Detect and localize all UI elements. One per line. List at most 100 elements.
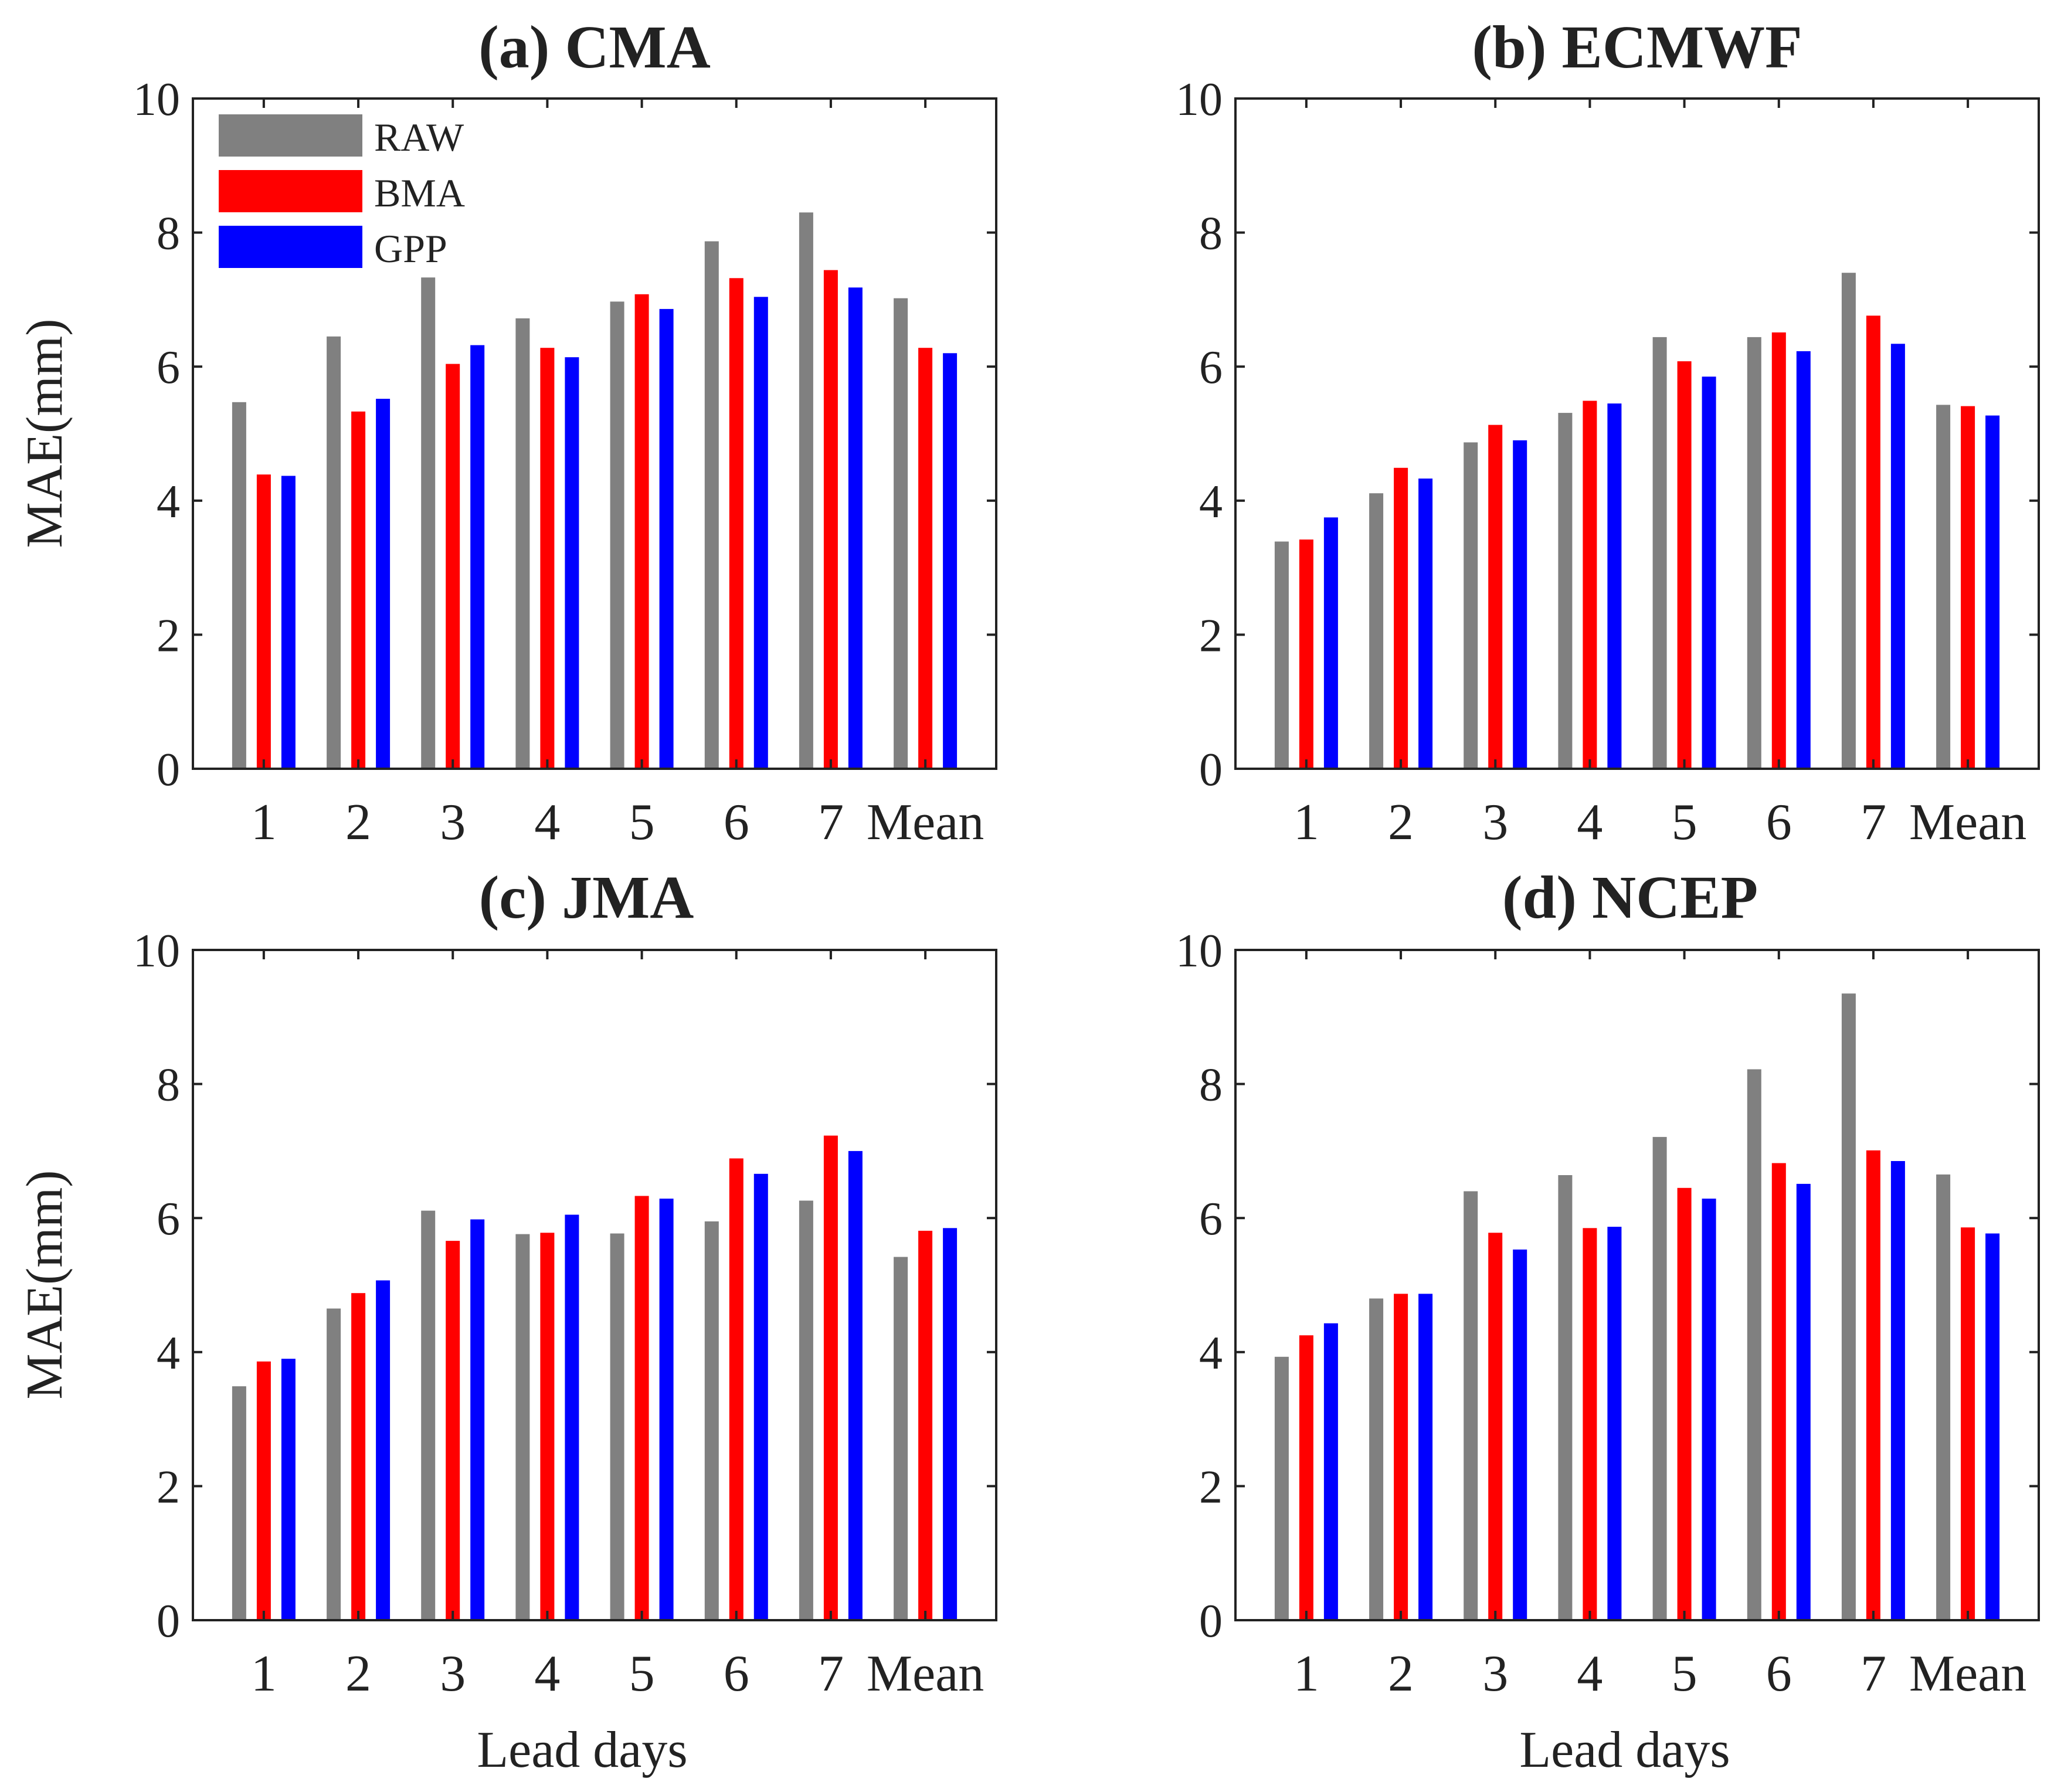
- x-tick-label: 7: [818, 1645, 844, 1702]
- bar-raw-5: [1652, 1136, 1667, 1620]
- panel-title: (b) ECMWF: [1472, 13, 1802, 81]
- legend-swatch-bma: [219, 170, 362, 212]
- bar-bma-2: [351, 411, 366, 769]
- bar-bma-6: [729, 278, 743, 769]
- bar-raw-2: [1369, 1298, 1384, 1620]
- bar-gpp-2: [376, 1280, 391, 1620]
- y-tick-label: 8: [157, 208, 180, 260]
- bar-raw-6: [1747, 337, 1761, 769]
- y-tick-label: 0: [157, 744, 180, 796]
- x-tick-label: 2: [345, 1645, 371, 1702]
- x-tick-label: 3: [440, 1645, 466, 1702]
- y-tick-label: 6: [1199, 1193, 1223, 1245]
- bar-raw-1: [1274, 1356, 1289, 1620]
- legend-label-gpp: GPP: [374, 226, 447, 271]
- x-tick-label: Mean: [867, 794, 984, 851]
- panel-title: (c) JMA: [479, 864, 694, 931]
- legend-item-gpp: GPP: [219, 226, 447, 271]
- bar-bma-1: [1299, 539, 1313, 769]
- bar-gpp-mean: [1985, 1233, 2000, 1620]
- bar-bma-3: [1488, 1233, 1503, 1620]
- bar-raw-1: [232, 402, 246, 769]
- y-tick-label: 0: [1199, 1596, 1223, 1647]
- bar-raw-3: [421, 1210, 436, 1620]
- bar-gpp-6: [753, 297, 768, 769]
- legend-label-bma: BMA: [374, 171, 465, 215]
- x-tick-label: 2: [345, 794, 371, 851]
- x-tick-label: 5: [1672, 794, 1697, 851]
- y-tick-label: 0: [157, 1596, 180, 1647]
- bar-bma-3: [446, 1241, 460, 1620]
- x-tick-label: 1: [1293, 794, 1319, 851]
- bar-raw-7: [1841, 993, 1856, 1620]
- bar-bma-4: [540, 348, 555, 769]
- x-tick-label: 6: [724, 794, 749, 851]
- y-tick-label: 10: [133, 925, 180, 977]
- x-tick-label: 6: [1766, 1645, 1792, 1702]
- bar-gpp-6: [1796, 351, 1811, 769]
- bar-gpp-4: [565, 1214, 579, 1620]
- x-tick-label: 7: [1860, 1645, 1886, 1702]
- bar-gpp-7: [1890, 344, 1905, 769]
- x-tick-label: 3: [440, 794, 466, 851]
- bar-bma-7: [1866, 1150, 1880, 1620]
- legend-swatch-gpp: [219, 226, 362, 268]
- x-tick-label: 5: [629, 1645, 655, 1702]
- bar-gpp-1: [1323, 517, 1338, 769]
- bar-raw-2: [327, 1308, 341, 1620]
- plot-frame: [1234, 97, 2040, 770]
- plot-frame: [192, 949, 997, 1621]
- x-tick-label: 4: [1577, 1645, 1603, 1702]
- bar-gpp-6: [1796, 1183, 1811, 1620]
- bar-bma-5: [1677, 1187, 1692, 1620]
- bar-raw-4: [515, 318, 530, 769]
- y-tick-label: 4: [1199, 476, 1223, 528]
- x-tick-label: 6: [1766, 794, 1792, 851]
- bar-gpp-3: [1513, 1249, 1527, 1620]
- x-tick-label: 1: [251, 1645, 277, 1702]
- bar-raw-4: [515, 1234, 530, 1620]
- bar-gpp-3: [470, 345, 485, 769]
- y-tick-label: 6: [1199, 342, 1223, 393]
- y-tick-label: 2: [157, 610, 180, 661]
- bar-raw-5: [1652, 337, 1667, 769]
- x-tick-label: 2: [1388, 794, 1414, 851]
- bar-raw-2: [327, 336, 341, 769]
- bar-bma-3: [1488, 425, 1503, 769]
- x-axis-label: Lead days: [477, 1722, 687, 1779]
- x-tick-label: 6: [724, 1645, 749, 1702]
- bar-gpp-7: [848, 1150, 863, 1620]
- bar-bma-7: [823, 1135, 838, 1620]
- plot-frame: [192, 97, 997, 770]
- bar-bma-1: [256, 1361, 271, 1620]
- bar-bma-3: [446, 364, 460, 769]
- bar-gpp-2: [376, 399, 391, 769]
- bar-gpp-5: [1702, 376, 1716, 769]
- y-tick-label: 6: [157, 1193, 180, 1245]
- bar-gpp-1: [281, 1359, 296, 1620]
- x-tick-label: 5: [629, 794, 655, 851]
- bar-bma-6: [1771, 1163, 1786, 1620]
- bar-gpp-2: [1418, 1294, 1433, 1620]
- bar-raw-7: [799, 212, 813, 769]
- bar-gpp-6: [753, 1173, 768, 1620]
- legend-swatch-raw: [219, 114, 362, 157]
- y-axis-label: MAE(mm): [16, 318, 73, 548]
- x-tick-label: 4: [1577, 794, 1603, 851]
- bar-raw-4: [1558, 413, 1573, 769]
- bar-raw-7: [799, 1200, 813, 1620]
- bar-bma-5: [634, 294, 649, 769]
- bar-bma-2: [1394, 1294, 1408, 1620]
- bar-bma-mean: [1961, 1227, 1975, 1620]
- bar-gpp-1: [1323, 1323, 1338, 1620]
- y-tick-label: 6: [157, 342, 180, 393]
- bar-raw-2: [1369, 493, 1384, 769]
- bar-raw-3: [1464, 442, 1478, 769]
- bar-gpp-mean: [943, 353, 958, 769]
- y-tick-label: 8: [1199, 208, 1223, 260]
- x-tick-label: 4: [534, 1645, 560, 1702]
- bar-gpp-1: [281, 476, 296, 769]
- bar-bma-mean: [918, 348, 933, 769]
